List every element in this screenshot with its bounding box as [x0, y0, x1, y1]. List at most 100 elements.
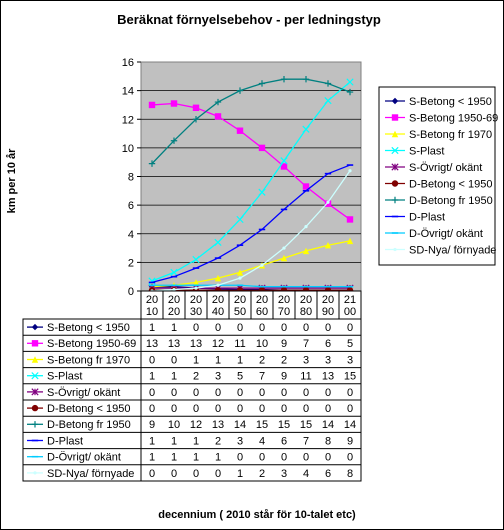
- data-point: [258, 80, 266, 87]
- table-cell: 3: [281, 468, 287, 480]
- table-cell: 7: [259, 371, 265, 383]
- category-label: 60: [256, 306, 268, 318]
- grid-lines: [141, 90, 361, 263]
- row-label: SD-Nya/ förnyade: [47, 468, 134, 480]
- table-cell: 13: [146, 338, 158, 350]
- legend-marker: [391, 163, 399, 171]
- data-point: [326, 200, 330, 204]
- table-cell: 13: [212, 419, 224, 431]
- y-tick-label: 0: [128, 286, 134, 298]
- y-axis-label: km per 10 år: [6, 148, 18, 214]
- series-line: [151, 102, 351, 220]
- table-cell: 1: [171, 371, 177, 383]
- table-cell: 8: [347, 468, 353, 480]
- table-row: S-Betong fr 1970 0 0 1 1 1 2 2 3 3 3: [27, 354, 353, 366]
- table-cell: 0: [215, 322, 221, 334]
- row-key-marker: [31, 372, 39, 380]
- category-label: 20: [212, 294, 224, 306]
- series-line: [151, 164, 351, 284]
- table-row: S-Övrigt/ okänt 0 0 0 0 0 0 0 0 0 0: [27, 387, 353, 399]
- table-cell: 15: [300, 419, 312, 431]
- table-cell: 15: [256, 419, 268, 431]
- series-line: [151, 81, 351, 282]
- data-table: 2010202020302040205020602070208020902100…: [22, 290, 362, 482]
- category-label: 20: [234, 294, 246, 306]
- legend-label: S-Betong fr 1970: [409, 129, 492, 141]
- table-cell: 0: [215, 403, 221, 415]
- data-point: [192, 104, 200, 111]
- table-cell: 15: [278, 419, 290, 431]
- table-cell: 0: [347, 387, 353, 399]
- row-label: D-Betong fr 1950: [47, 419, 131, 431]
- category-label: 21: [344, 294, 356, 306]
- table-cell: 14: [234, 419, 246, 431]
- table-cell: 0: [303, 403, 309, 415]
- table-row: D-Betong fr 1950 9 10 12 13 14 15 15 15 14 14: [27, 419, 356, 431]
- legend-entry: S-Övrigt/ okänt: [385, 162, 482, 174]
- data-point: [302, 247, 310, 255]
- table-cell: 12: [212, 338, 224, 350]
- table-cell: 1: [237, 468, 243, 480]
- row-key-marker: [31, 323, 39, 331]
- legend-label: S-Betong 1950-69: [409, 113, 498, 125]
- table-row: S-Betong 1950-69 13 13 13 12 11 10 9 7 6 5: [27, 338, 353, 350]
- row-label: S-Betong fr 1970: [47, 354, 130, 366]
- table-cell: 0: [171, 468, 177, 480]
- table-cell: 2: [259, 468, 265, 480]
- table-cell: 13: [322, 371, 334, 383]
- table-row: S-Betong < 1950 1 1 0 0 0 0 0 0 0 0: [27, 322, 353, 334]
- row-label: D-Övrigt/ okänt: [47, 452, 121, 464]
- table-row: S-Plast 1 1 2 3 5 7 9 11 13 15: [27, 371, 356, 383]
- legend-marker: [391, 130, 399, 138]
- table-cell: 1: [171, 435, 177, 447]
- data-point: [170, 100, 178, 107]
- table-cell: 0: [193, 387, 199, 399]
- table-cell: 2: [281, 354, 287, 366]
- data-point: [214, 238, 222, 246]
- data-point: [216, 283, 220, 287]
- table-cell: 1: [149, 435, 155, 447]
- table-cell: 0: [149, 354, 155, 366]
- table-cell: 0: [171, 387, 177, 399]
- data-point: [280, 163, 288, 170]
- series-6: [148, 75, 354, 167]
- data-point: [214, 98, 222, 106]
- table-cell: 1: [215, 452, 221, 464]
- series-line: [151, 78, 351, 165]
- table-cell: 9: [281, 338, 287, 350]
- legend-entry: D-Betong fr 1950: [385, 195, 493, 207]
- table-cell: 0: [149, 468, 155, 480]
- table-cell: 11: [300, 371, 311, 383]
- legend-entry: SD-Nya/ förnyade: [385, 245, 496, 257]
- data-point: [302, 75, 310, 83]
- table-cell: 0: [325, 403, 331, 415]
- series-3: [148, 78, 354, 285]
- table-cell: 0: [303, 452, 309, 464]
- data-point: [170, 268, 178, 277]
- table-cell: 6: [281, 435, 287, 447]
- table-cell: 9: [149, 419, 155, 431]
- data-point: [280, 157, 288, 165]
- table-cell: 0: [325, 452, 331, 464]
- y-tick-label: 10: [122, 143, 134, 155]
- series-1: [148, 100, 354, 223]
- y-tick-label: 4: [128, 229, 134, 241]
- y-tick-label: 16: [122, 57, 134, 69]
- table-cell: 5: [347, 338, 353, 350]
- series-7: [148, 164, 354, 284]
- table-cell: 10: [168, 419, 180, 431]
- y-axis-ticks: 0 2 4 6 8 10 12 14 16: [122, 57, 141, 298]
- y-tick-label: 8: [128, 172, 134, 184]
- data-point: [346, 216, 354, 223]
- category-label: 20: [168, 306, 180, 318]
- table-cell: 5: [237, 371, 243, 383]
- table-row: D-Plast 1 1 1 2 3 4 6 7 8 9: [27, 435, 353, 447]
- data-point: [302, 125, 310, 133]
- data-point: [346, 237, 354, 245]
- table-cell: 0: [149, 387, 155, 399]
- category-label: 20: [146, 294, 158, 306]
- table-cell: 1: [215, 354, 221, 366]
- data-point: [282, 246, 286, 250]
- legend-marker: [393, 247, 397, 252]
